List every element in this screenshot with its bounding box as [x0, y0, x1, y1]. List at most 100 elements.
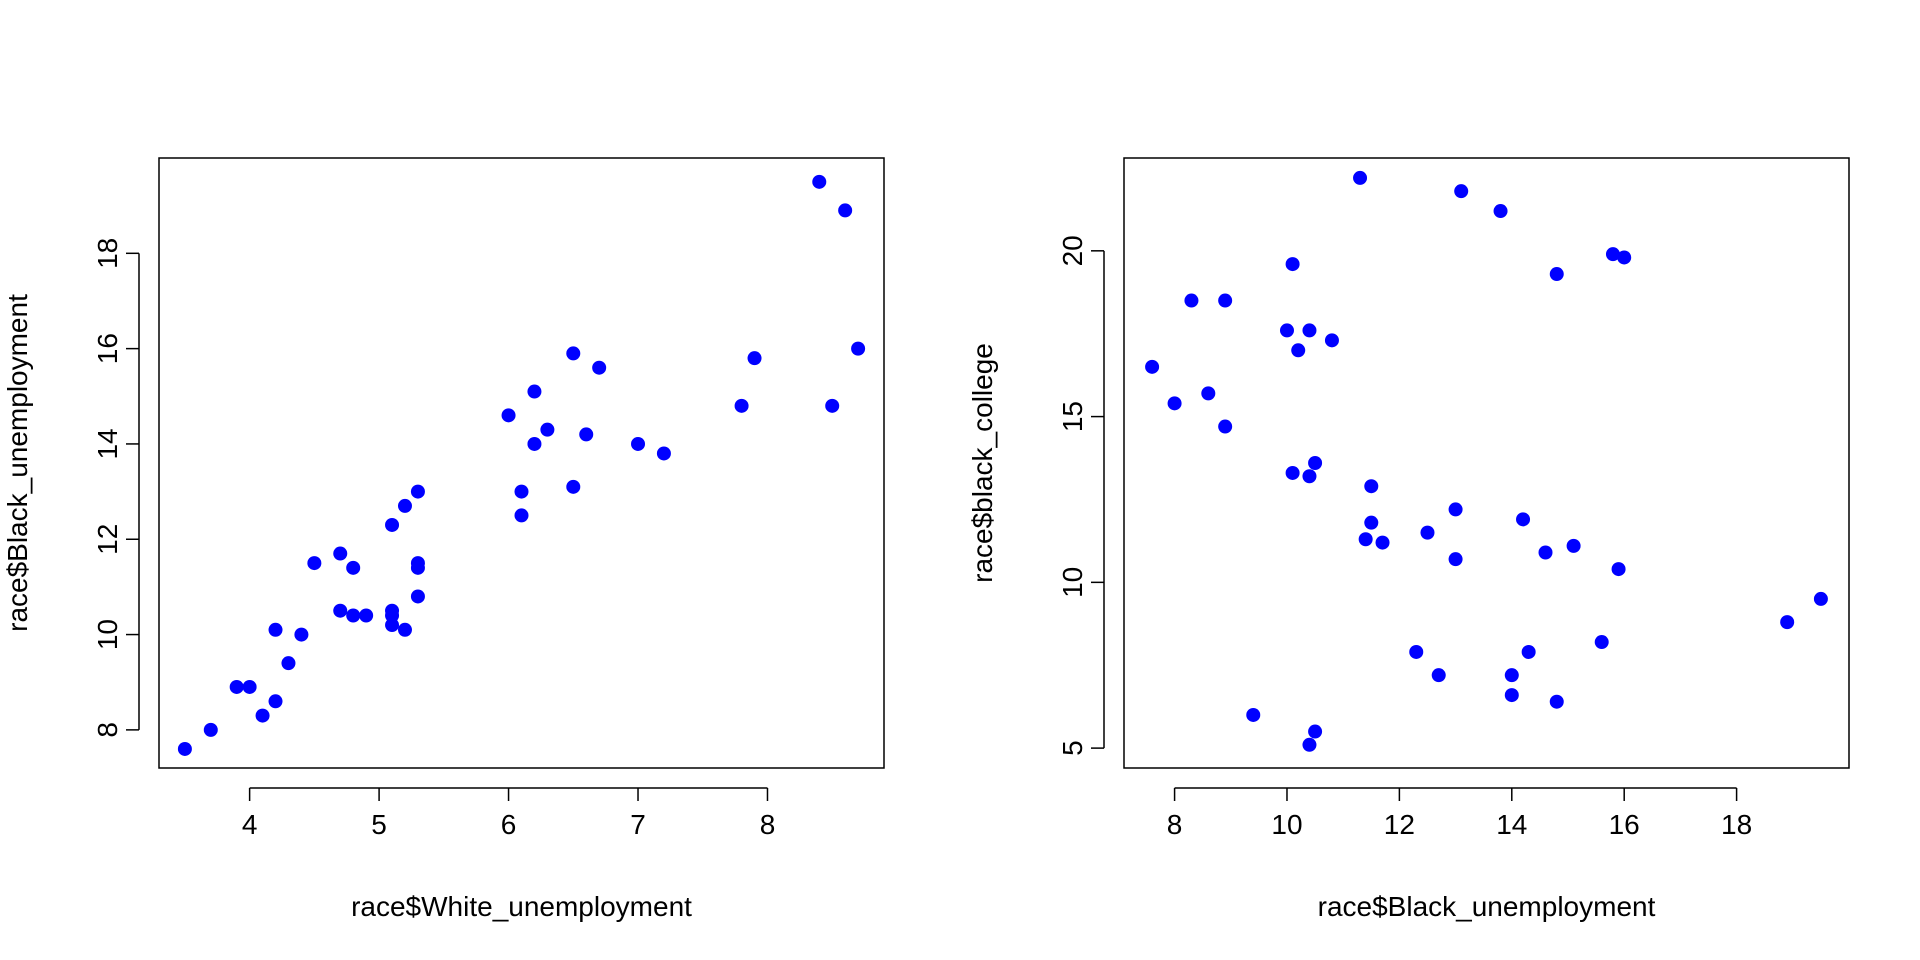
y-tick-label: 8 [92, 722, 123, 738]
data-point [397, 622, 412, 637]
data-point [1454, 184, 1469, 199]
data-point [268, 694, 283, 709]
data-point [527, 436, 542, 451]
data-point [346, 608, 361, 623]
data-point [501, 408, 516, 423]
data-point [1521, 644, 1536, 659]
data-point [1516, 512, 1531, 527]
x-tick-label: 10 [1271, 809, 1302, 840]
data-point [1302, 737, 1317, 752]
data-point [514, 508, 529, 523]
data-point [566, 346, 581, 361]
x-tick-label: 6 [501, 809, 517, 840]
data-point [1218, 419, 1233, 434]
data-point [410, 484, 425, 499]
data-point [1285, 465, 1300, 480]
data-point [203, 722, 218, 737]
data-point [514, 484, 529, 499]
data-point [359, 608, 374, 623]
data-point [1493, 204, 1508, 219]
data-point [333, 546, 348, 561]
data-point [1285, 257, 1300, 272]
data-point [631, 436, 646, 451]
data-point [1431, 668, 1446, 683]
data-point [1504, 668, 1519, 683]
data-point [1302, 323, 1317, 338]
y-tick-label: 16 [92, 333, 123, 364]
data-point [1364, 479, 1379, 494]
data-point [1448, 502, 1463, 517]
y-tick-label: 10 [92, 619, 123, 650]
data-point [1246, 707, 1261, 722]
data-point [1218, 293, 1233, 308]
data-point [1611, 562, 1626, 577]
data-point [1409, 644, 1424, 659]
data-point [1375, 535, 1390, 550]
x-tick-label: 18 [1721, 809, 1752, 840]
data-point [255, 708, 270, 723]
data-point [1549, 267, 1564, 282]
data-point [1364, 515, 1379, 530]
y-tick-label: 5 [1057, 740, 1088, 756]
data-point [346, 560, 361, 575]
data-point [734, 398, 749, 413]
data-point [1184, 293, 1199, 308]
y-tick-label: 20 [1057, 235, 1088, 266]
data-point [1308, 456, 1323, 470]
data-point [242, 679, 257, 694]
data-point [851, 341, 866, 356]
data-point [1201, 386, 1216, 401]
data-point [229, 679, 244, 694]
x-tick-label: 4 [242, 809, 258, 840]
data-point [1566, 538, 1581, 553]
data-point [1538, 545, 1553, 560]
data-point [1308, 724, 1323, 739]
data-point [527, 384, 542, 399]
data-point [385, 517, 400, 532]
data-point [1504, 688, 1519, 703]
left-scatter-panel: 4 5 6 7 8 8 10 12 14 16 18 race$White_unemploymen… [2, 157, 885, 922]
plot-frame [158, 157, 885, 769]
data-point [1605, 247, 1620, 262]
y-axis: 8 10 12 14 16 18 [92, 238, 140, 738]
data-point [579, 427, 594, 442]
data-point [268, 622, 283, 637]
data-point [1420, 525, 1435, 540]
data-point [385, 618, 400, 633]
y-tick-label: 14 [92, 428, 123, 459]
x-tick-label: 12 [1384, 809, 1415, 840]
data-point [1780, 615, 1795, 630]
x-tick-label: 16 [1609, 809, 1640, 840]
x-axis: 8 10 12 14 16 18 [1167, 787, 1752, 840]
data-point [838, 203, 853, 218]
x-axis-label: race$Black_unemployment [1318, 891, 1656, 922]
data-point [1594, 635, 1609, 650]
y-axis: 5 10 15 20 [1057, 235, 1105, 756]
plot-frame [1123, 157, 1850, 769]
data-point [294, 627, 309, 642]
x-tick-label: 14 [1496, 809, 1527, 840]
data-points [1145, 170, 1828, 752]
data-point [540, 422, 555, 437]
data-point [177, 741, 192, 756]
y-tick-label: 18 [92, 238, 123, 269]
x-tick-label: 5 [371, 809, 387, 840]
y-tick-label: 10 [1057, 567, 1088, 598]
data-point [410, 589, 425, 604]
data-point [1358, 532, 1373, 547]
data-point [825, 398, 840, 413]
right-scatter-panel: 8 10 12 14 16 18 5 10 15 20 race$Black_unemploym… [967, 157, 1850, 922]
data-point [1279, 323, 1294, 338]
data-point [566, 479, 581, 494]
data-point [592, 360, 607, 375]
data-point [1145, 359, 1160, 374]
y-tick-label: 15 [1057, 401, 1088, 432]
data-point [281, 656, 296, 671]
data-point [1549, 694, 1564, 709]
data-points [177, 174, 866, 756]
data-point [1291, 343, 1306, 358]
data-point [397, 498, 412, 513]
data-point [1324, 333, 1339, 348]
